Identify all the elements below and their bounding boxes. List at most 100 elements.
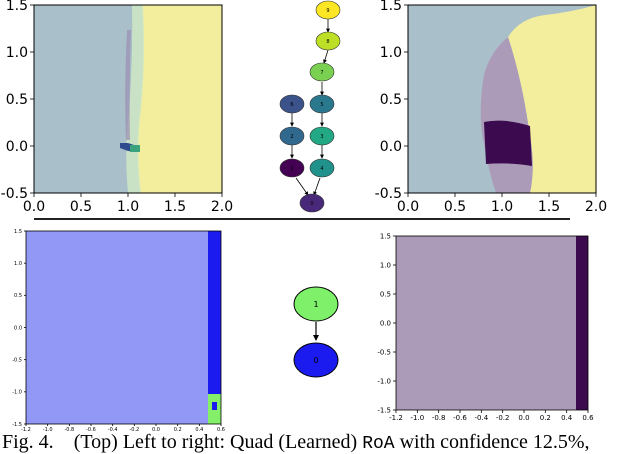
bl-ytick-label: -1.5 <box>12 422 22 428</box>
top-left-xaxis: 0.0 0.5 1.0 1.5 2.0 <box>23 193 233 215</box>
bl-xtick-label: -1.0 <box>43 427 53 431</box>
top-node-label-0: 0 <box>310 201 313 207</box>
top-right-yellow-region <box>508 5 596 193</box>
bl-ytick-label: 1.0 <box>14 261 22 267</box>
tr-ytick-label: 0.5 <box>380 92 402 108</box>
top-node-1 <box>279 158 305 178</box>
bottom-node-label-0: 0 <box>313 356 318 365</box>
tr-ytick-label: 1.0 <box>380 45 402 61</box>
tl-xtick-label: 1.5 <box>164 199 186 215</box>
br-ytick-label: -1.5 <box>377 406 391 414</box>
top-edge-1-0 <box>295 177 309 196</box>
bottom-right-dark-strip <box>576 236 588 410</box>
br-xtick-label: -0.8 <box>432 414 446 422</box>
top-node-8 <box>315 31 341 51</box>
top-edge-8-7 <box>323 49 329 64</box>
panel-separator <box>34 218 570 220</box>
top-node-label-9: 9 <box>326 8 329 14</box>
bottom-node-1 <box>293 286 339 322</box>
tl-ytick-label: -0.5 <box>1 186 28 202</box>
top-left-purple-streak <box>125 30 131 140</box>
tr-ytick-label: -0.5 <box>375 186 402 202</box>
bottom-left-blue-notch <box>212 402 217 410</box>
top-node-label-4: 4 <box>320 166 323 172</box>
tl-xtick-label: 0.0 <box>23 199 45 215</box>
top-node-label-7: 7 <box>320 70 323 76</box>
bl-ytick-label: 1.5 <box>14 229 22 235</box>
top-right-xaxis: 0.0 0.5 1.0 1.5 2.0 <box>397 193 607 215</box>
tr-ytick-label: 1.5 <box>380 0 402 14</box>
tl-ytick-label: 0.0 <box>6 139 28 155</box>
tr-xtick-label: 2.0 <box>585 199 607 215</box>
caption-text-1: (Top) Left to right: Quad (Learned) <box>73 431 358 453</box>
br-xtick-label: 0.4 <box>561 414 573 422</box>
tl-ytick-label: 1.0 <box>6 45 28 61</box>
bottom-right-yaxis: -1.5 -1.0 -0.5 0.0 0.5 1.0 1.5 <box>377 232 396 414</box>
bottom-left-plot: -1.5 -1.0 -0.5 0.0 0.5 1.0 1.5 -1.2 -1.0 -0.8 -0.… <box>12 229 225 433</box>
br-xtick-label: -0.4 <box>474 414 488 422</box>
br-xtick-label: 0.2 <box>540 414 551 422</box>
top-node-label-1: 1 <box>290 166 293 172</box>
br-ytick-label: -0.5 <box>377 348 391 356</box>
caption-text-2: with confidence 12.5%, <box>399 431 590 453</box>
top-node-label-6: 6 <box>290 102 293 108</box>
tl-ytick-label: 1.5 <box>6 0 28 14</box>
top-right-dark-band <box>484 120 532 166</box>
bottom-right-field <box>396 236 588 410</box>
bottom-right-xaxis: -1.2 -1.0 -0.8 -0.6 -0.4 -0.2 0.0 0.2 0.4 0.6 <box>389 410 594 422</box>
br-xtick-label: -1.0 <box>410 414 424 422</box>
top-node-5 <box>309 94 335 114</box>
bl-ytick-label: 0.0 <box>14 325 22 331</box>
caption-prefix: Fig. 4. <box>2 431 54 453</box>
bl-ytick-label: -1.0 <box>12 390 22 396</box>
top-node-2 <box>279 126 305 146</box>
top-node-6 <box>279 94 305 114</box>
top-right-plot: -0.50.00.51.01.5 0.0 0.5 1.0 1.5 2.0 <box>375 0 607 215</box>
top-node-9 <box>315 0 341 20</box>
bl-xtick-label: -0.6 <box>86 427 96 431</box>
bottom-node-label-1: 1 <box>313 300 318 309</box>
top-morse-graph: 9 8 7 6 5 4 3 2 1 0 <box>279 0 341 213</box>
bl-xtick-label: 0.4 <box>195 427 203 431</box>
bottom-left-yaxis: -1.5 -1.0 -0.5 0.0 0.5 1.0 1.5 <box>12 229 26 428</box>
bl-xtick-label: 0.0 <box>152 427 160 431</box>
top-node-label-3: 3 <box>320 134 323 140</box>
top-node-label-8: 8 <box>326 39 329 45</box>
top-node-label-2: 2 <box>290 134 293 140</box>
br-xtick-label: 0.6 <box>582 414 594 422</box>
br-ytick-label: 1.0 <box>380 261 391 269</box>
top-left-plot: -0.5 0.0 0.5 1.0 1.5 0.0 0.5 1.0 1.5 2.0 <box>1 0 233 215</box>
bl-xtick-label: 0.2 <box>174 427 182 431</box>
br-ytick-label: 0.5 <box>380 290 391 298</box>
tr-xtick-label: 1.5 <box>538 199 560 215</box>
tl-xtick-label: 0.5 <box>70 199 92 215</box>
bl-xtick-label: -0.4 <box>108 427 118 431</box>
figure-caption: Fig. 4. (Top) Left to right: Quad (Learn… <box>2 431 638 454</box>
tr-xtick-label: 0.0 <box>397 199 419 215</box>
br-xtick-label: -1.2 <box>389 414 403 422</box>
bottom-left-xaxis: -1.2 -1.0 -0.8 -0.6 -0.4 -0.2 0.0 0.2 0.4 0.6 <box>21 424 225 433</box>
top-node-0 <box>299 193 325 213</box>
tr-ytick-label: 0.0 <box>380 139 402 155</box>
top-left-yellow-region <box>137 5 222 193</box>
bottom-right-plot: -1.5 -1.0 -0.5 0.0 0.5 1.0 1.5 -1.2 -1.0 -0.8 -0.… <box>377 232 594 422</box>
br-xtick-label: -0.2 <box>496 414 510 422</box>
bl-ytick-label: -0.5 <box>12 357 22 363</box>
top-node-label-5: 5 <box>320 102 323 108</box>
bottom-left-blue-strip <box>208 231 221 394</box>
top-left-yaxis: -0.5 0.0 0.5 1.0 1.5 <box>1 0 34 202</box>
caption-code: RoA <box>362 434 395 454</box>
tl-ytick-label: 0.5 <box>6 92 28 108</box>
bottom-left-field <box>26 231 221 424</box>
tl-xtick-label: 2.0 <box>211 199 233 215</box>
bl-ytick-label: 0.5 <box>14 293 22 299</box>
tr-xtick-label: 0.5 <box>444 199 466 215</box>
top-left-green-spot <box>130 145 140 152</box>
bl-xtick-label: 0.6 <box>217 427 225 431</box>
br-ytick-label: 1.5 <box>380 232 391 240</box>
bl-xtick-label: -1.2 <box>21 427 31 431</box>
top-edge-4-0 <box>313 177 321 196</box>
br-ytick-label: 0.0 <box>380 319 391 327</box>
